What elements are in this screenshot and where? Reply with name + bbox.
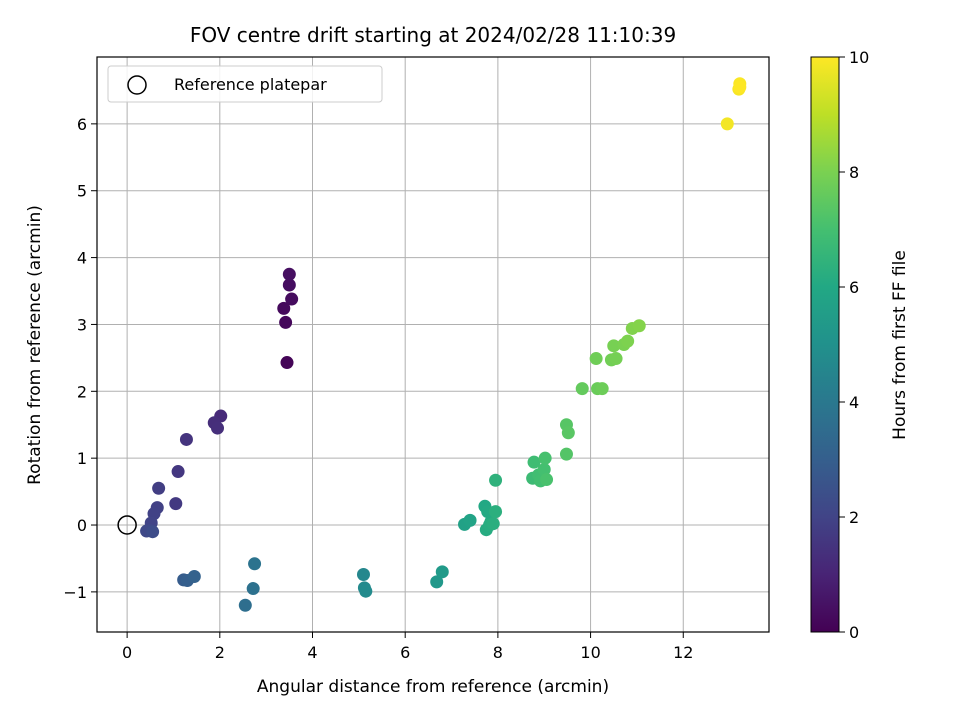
y-tick-label-4: 3 [77, 315, 87, 334]
grid [97, 57, 769, 632]
data-point-1 [279, 315, 293, 329]
data-point-39 [489, 473, 503, 487]
data-point-58 [621, 334, 635, 348]
y-tick-label-2: 1 [77, 449, 87, 468]
y-tick-label-3: 2 [77, 382, 87, 401]
data-point-49 [561, 426, 575, 440]
legend-marker [127, 75, 147, 95]
points [140, 77, 747, 612]
data-point-55 [609, 352, 623, 366]
x-tick-label-3: 6 [400, 643, 410, 662]
x-tick-label-4: 8 [493, 643, 503, 662]
data-point-5 [282, 267, 296, 281]
data-point-3 [285, 292, 299, 306]
data-point-31 [463, 513, 477, 527]
data-point-53 [589, 352, 603, 366]
data-point-21 [187, 570, 201, 584]
data-point-44 [537, 463, 551, 477]
x-tick-label-6: 12 [673, 643, 693, 662]
colorbar-gradient [810, 56, 840, 633]
x-axis: 0 2 4 6 8 10 12 [122, 632, 693, 662]
legend: Reference platepar [107, 65, 383, 103]
data-point-4 [282, 278, 296, 292]
data-point-0 [280, 356, 294, 370]
y-tick-label-6: 5 [77, 182, 87, 201]
data-point-11 [169, 497, 183, 511]
data-point-29 [435, 565, 449, 579]
x-tick-label-1: 2 [215, 643, 225, 662]
y-tick-label-5: 4 [77, 249, 87, 268]
x-tick-label-0: 0 [122, 643, 132, 662]
data-point-18 [146, 525, 160, 539]
data-point-41 [527, 455, 541, 469]
data-point-60 [632, 319, 646, 333]
data-point-50 [575, 382, 589, 396]
chart-title: FOV centre drift starting at 2024/02/28 … [190, 23, 676, 47]
colorbar: 0 2 4 6 8 10 Hours from first FF file [810, 48, 910, 642]
data-point-10 [171, 465, 185, 479]
colorbar-tick-label-2: 4 [849, 393, 859, 412]
y-tick-label-0: −1 [63, 583, 87, 602]
colorbar-tick-label-3: 6 [849, 278, 859, 297]
data-point-37 [486, 517, 500, 531]
data-point-61 [720, 117, 734, 131]
data-point-46 [540, 473, 554, 487]
data-point-22 [238, 598, 252, 612]
colorbar-tick-label-4: 8 [849, 163, 859, 182]
colorbar-tick-label-0: 0 [849, 623, 859, 642]
y-axis: −1 0 1 2 3 4 5 6 [63, 115, 97, 602]
colorbar-ticks: 0 2 4 6 8 10 [839, 48, 869, 642]
data-point-45 [538, 451, 552, 465]
x-tick-label-5: 10 [580, 643, 600, 662]
data-point-24 [248, 557, 262, 571]
data-point-47 [559, 447, 573, 461]
data-point-2 [277, 301, 291, 315]
data-point-25 [356, 568, 370, 581]
data-point-38 [489, 505, 503, 519]
data-point-64 [733, 80, 747, 94]
colorbar-tick-label-5: 10 [849, 48, 869, 67]
legend-box [107, 65, 383, 103]
data-point-28 [430, 575, 444, 589]
data-point-8 [210, 421, 224, 435]
data-point-27 [359, 584, 373, 598]
data-point-56 [607, 339, 621, 353]
legend-entry-reference: Reference platepar [174, 75, 327, 94]
colorbar-tick-label-1: 2 [849, 508, 859, 527]
x-tick-label-2: 4 [307, 643, 317, 662]
data-point-12 [152, 481, 166, 495]
y-tick-label-7: 6 [77, 115, 87, 134]
x-axis-label: Angular distance from reference (arcmin) [257, 677, 609, 697]
plot-frame [96, 56, 770, 633]
y-axis-label: Rotation from reference (arcmin) [25, 205, 45, 485]
data-point-9 [179, 432, 193, 446]
colorbar-label: Hours from first FF file [890, 250, 910, 440]
data-point-23 [246, 582, 260, 596]
data-point-52 [595, 382, 609, 396]
reference-marker [117, 515, 137, 535]
y-tick-label-1: 0 [77, 516, 87, 535]
